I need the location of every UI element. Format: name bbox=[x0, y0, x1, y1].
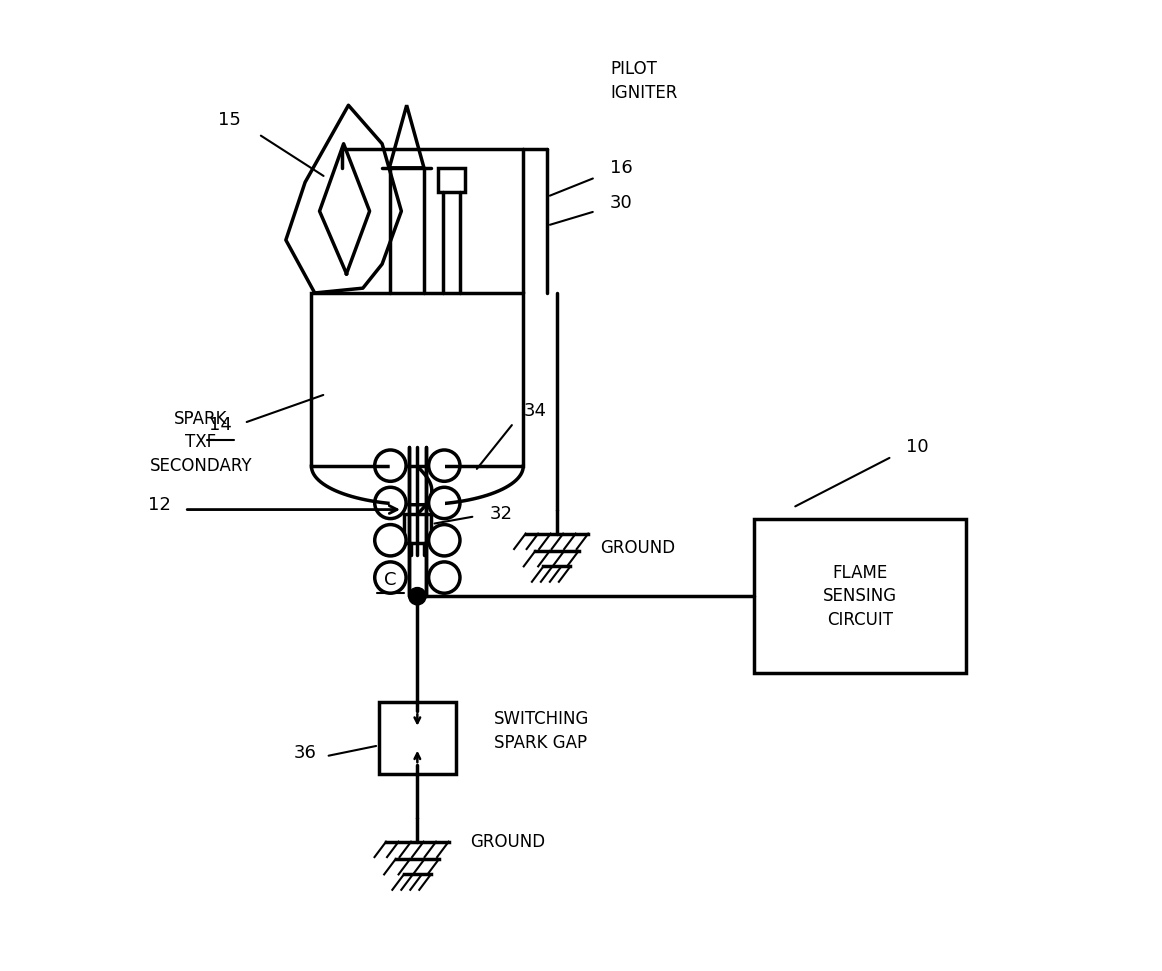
Wedge shape bbox=[390, 487, 406, 519]
Bar bbox=[379, 702, 456, 774]
Text: 36: 36 bbox=[293, 745, 316, 762]
Text: 10: 10 bbox=[906, 438, 928, 455]
Text: 14: 14 bbox=[208, 416, 231, 434]
Text: GROUND: GROUND bbox=[601, 539, 675, 557]
Wedge shape bbox=[429, 562, 444, 593]
Text: 34: 34 bbox=[523, 402, 546, 420]
Wedge shape bbox=[390, 450, 406, 482]
Text: 32: 32 bbox=[489, 505, 512, 523]
Wedge shape bbox=[429, 524, 444, 556]
Text: 30: 30 bbox=[610, 194, 632, 213]
Bar bbox=[404, 515, 431, 543]
Text: PILOT
IGNITER: PILOT IGNITER bbox=[610, 60, 677, 102]
Text: GROUND: GROUND bbox=[471, 833, 545, 851]
Bar bbox=[438, 168, 465, 192]
Text: 15: 15 bbox=[218, 111, 241, 128]
Text: 16: 16 bbox=[610, 158, 632, 177]
Wedge shape bbox=[429, 450, 444, 482]
Text: SPARK
TXF
SECONDARY: SPARK TXF SECONDARY bbox=[150, 410, 252, 475]
Circle shape bbox=[409, 587, 426, 605]
Text: 12: 12 bbox=[148, 495, 171, 514]
Wedge shape bbox=[390, 524, 406, 556]
Bar bbox=[311, 293, 523, 466]
Text: FLAME
SENSING
CIRCUIT: FLAME SENSING CIRCUIT bbox=[823, 563, 897, 629]
Wedge shape bbox=[390, 562, 406, 593]
Text: SWITCHING
SPARK GAP: SWITCHING SPARK GAP bbox=[494, 710, 590, 752]
Text: C: C bbox=[385, 571, 396, 588]
Bar bbox=[754, 519, 966, 673]
Wedge shape bbox=[429, 487, 444, 519]
